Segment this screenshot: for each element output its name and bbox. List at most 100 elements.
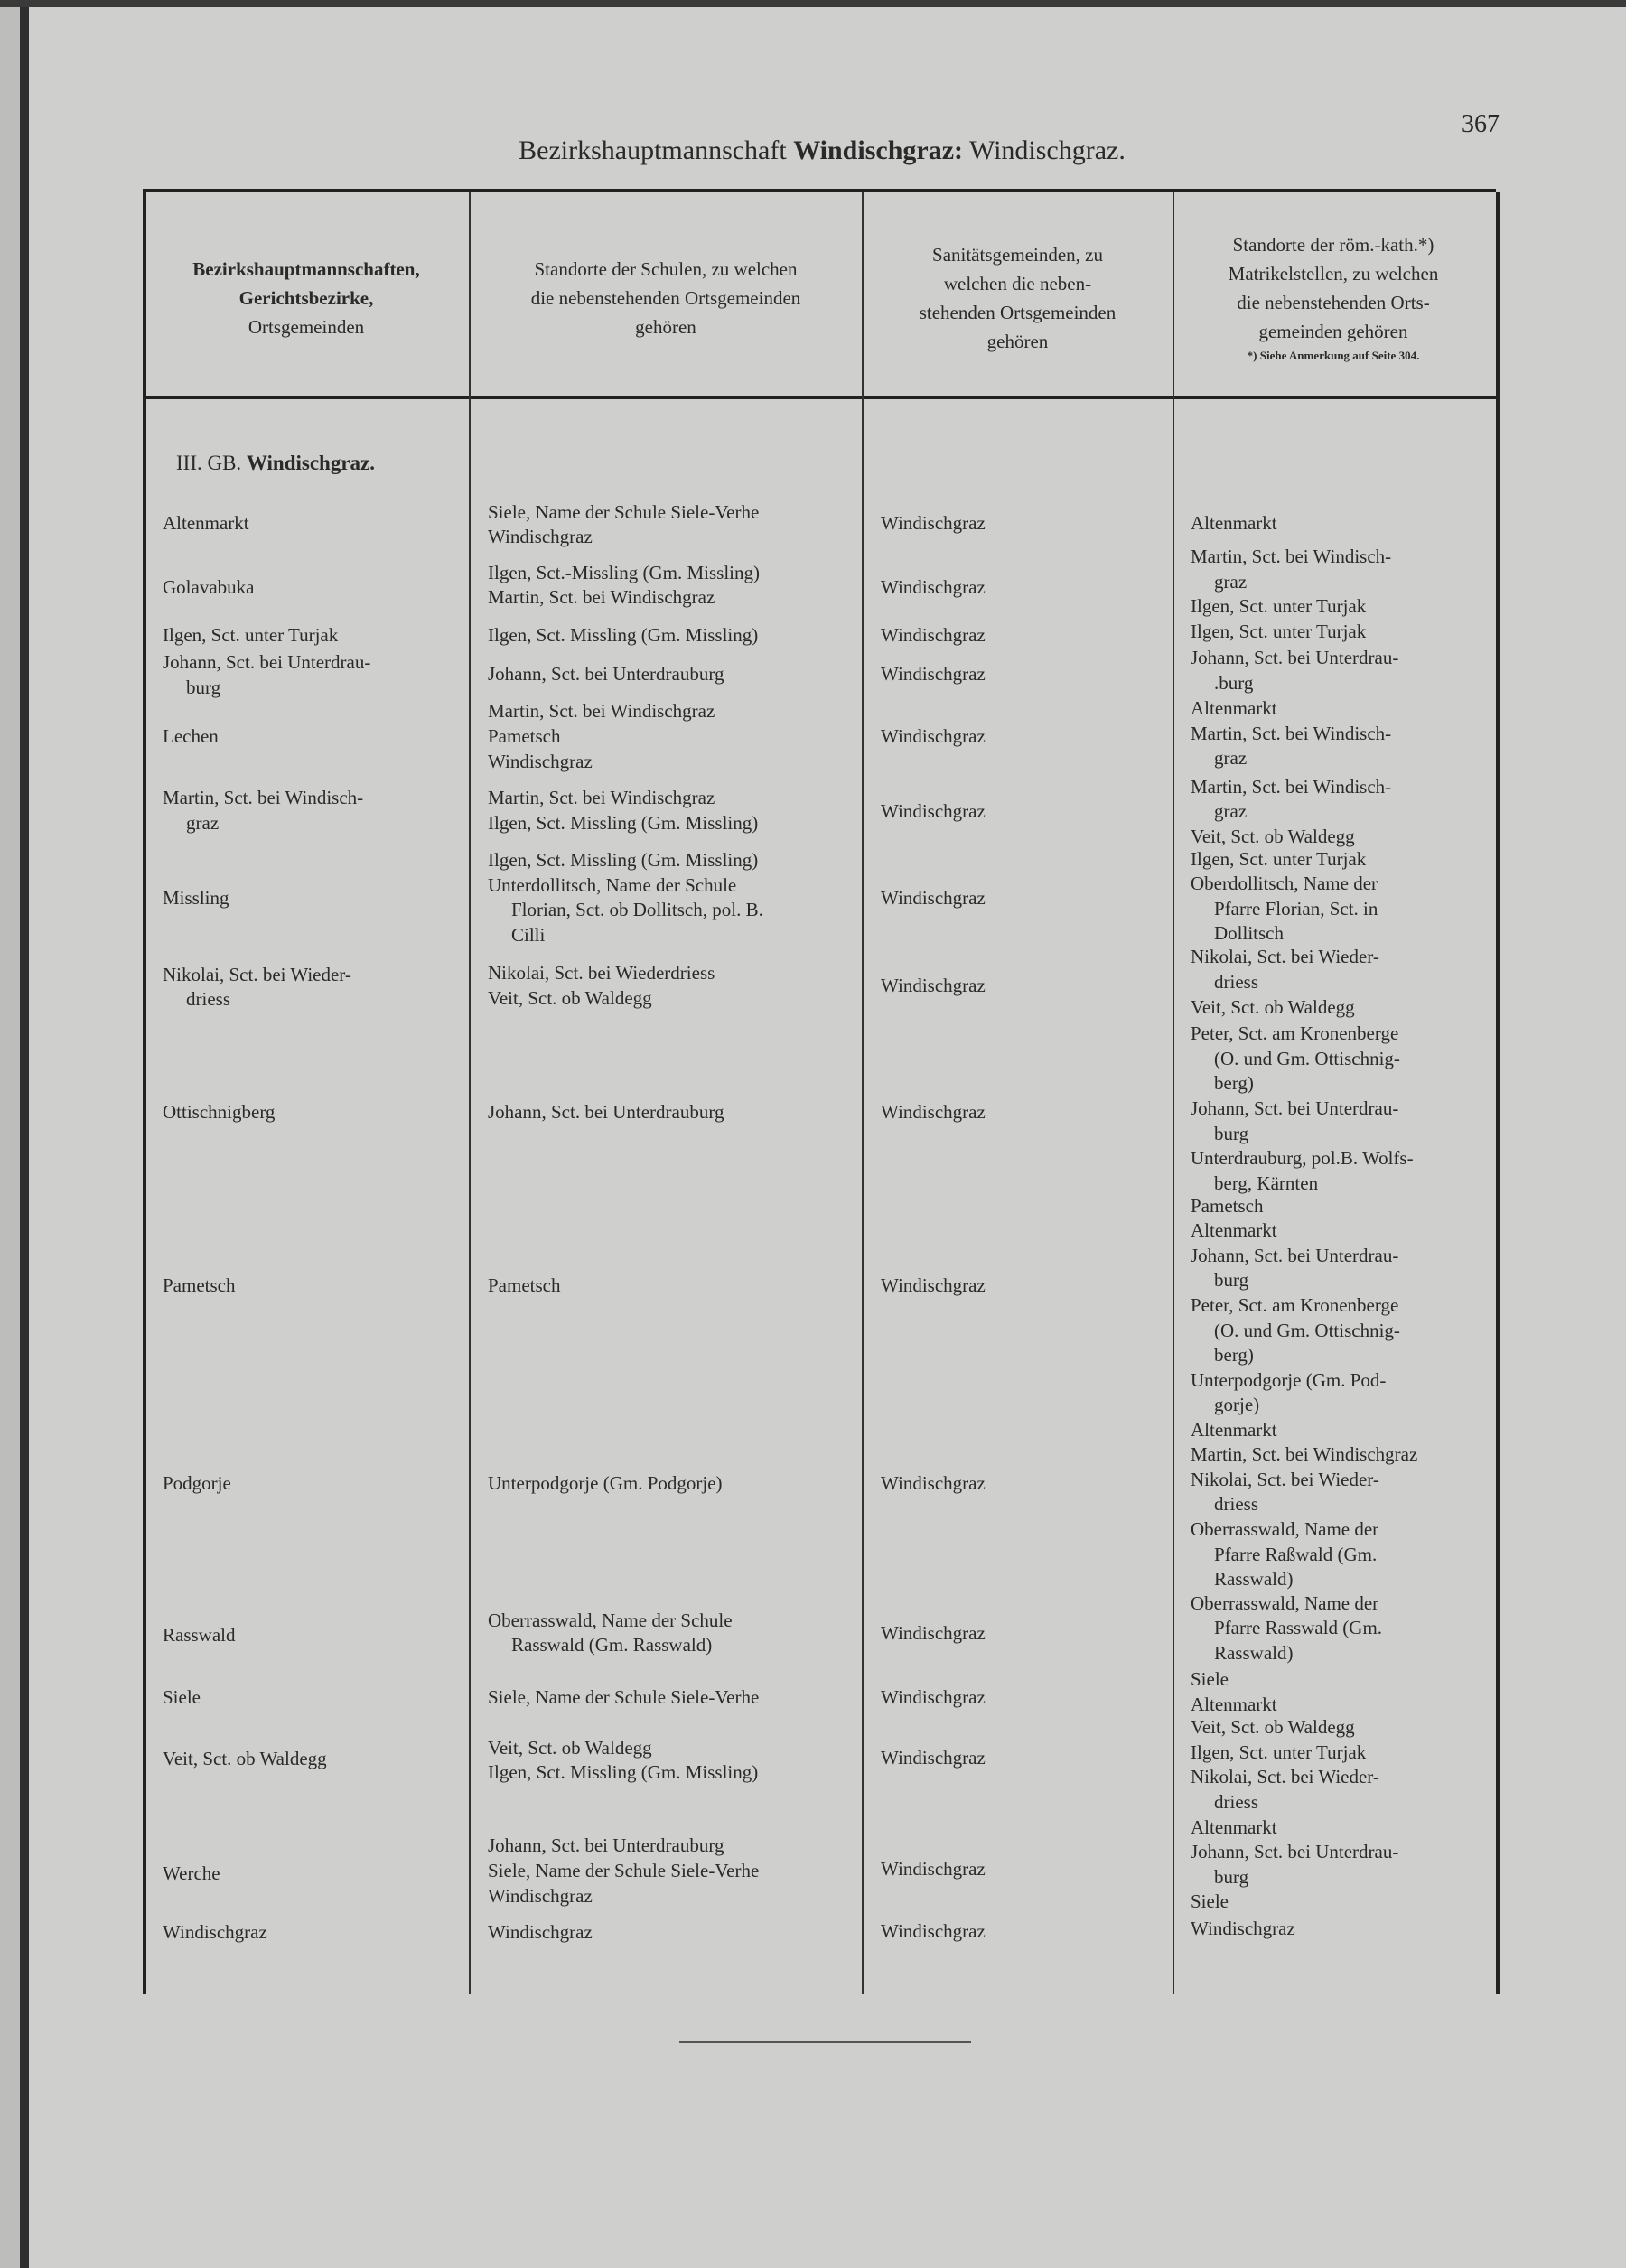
header-line: Standorte der Schulen, zu welchen [534,258,798,280]
header-line: stehenden Ortsgemeinden [919,302,1117,323]
header-line: Matrikelstellen, zu welchen [1228,263,1439,285]
cell-line: Oberrasswald, Name der Schule [488,1609,733,1631]
cell-line: Unterdollitsch, Name der Schule [488,873,737,896]
page-title: Bezirkshauptmannschaft Windischgraz: Win… [0,135,1626,166]
row-parishes: Martin, Sct. bei Windisch-graz Ilgen, Sct… [1191,545,1489,620]
cell-line: Veit, Sct. ob Waldegg [1191,1716,1355,1739]
cell-line: Windischgraz [881,1685,986,1708]
header-line: gemeinden gehören [1258,321,1408,342]
row-name: Werche [163,1862,461,1887]
cell-line: .burg [1214,671,1254,694]
cell-line: (O. und Gm. Ottischnig- [1214,1319,1400,1341]
cell-line: Nikolai, Sct. bei Wieder- [163,963,351,985]
cell-line: Rasswald (Gm. Rasswald) [511,1634,713,1657]
cell-line: Martin, Sct. bei Windischgraz [1191,1443,1418,1466]
header-line: Ortsgemeinden [248,316,365,338]
row-schools: Johann, Sct. bei Unterdrauburg Siele, Nam… [488,1834,858,1909]
cell-line: Martin, Sct. bei Windisch- [1191,546,1392,568]
cell-line: Oberrasswald, Name der [1191,1517,1379,1540]
cell-line: Martin, Sct. bei Windisch- [1191,722,1392,744]
cell-line: Nikolai, Sct. bei Wiederdriess [488,962,715,984]
cell-line: Nikolai, Sct. bei Wieder- [1191,946,1379,968]
cell-line: Ilgen, Sct. unter Turjak [1191,621,1367,643]
cell-line: driess [1214,1790,1258,1813]
row-name: Johann, Sct. bei Unterdrau-burg [163,650,461,700]
cell-line: Windischgraz [881,662,986,685]
cell-line: Windischgraz [881,1919,986,1942]
cell-line: Lechen [163,724,219,747]
row-schools: Veit, Sct. ob Waldegg Ilgen, Sct. Misslin… [488,1736,858,1786]
cell-line: Veit, Sct. ob Waldegg [1191,995,1355,1018]
cell-line: Pfarre Florian, Sct. in [1214,897,1378,919]
cell-line: Altenmarkt [1191,697,1277,720]
cell-line: Veit, Sct. ob Waldegg [163,1748,327,1770]
row-sanitary: Windischgraz [881,623,1161,649]
cell-line: Windischgraz [881,512,986,535]
column-divider [1173,192,1174,1994]
header-line: gehören [635,316,696,338]
row-parishes: Veit, Sct. ob Waldegg Ilgen, Sct. unter T… [1191,1715,1489,1815]
cell-line: Pametsch [488,724,561,747]
cell-line: Johann, Sct. bei Unterdrau- [1191,1097,1399,1119]
cell-line: Ilgen, Sct. unter Turjak [1191,847,1367,870]
header-col-municipalities: Bezirkshauptmannschaften, Gerichtsbezirk… [145,201,468,396]
cell-line: Windischgraz [881,886,986,909]
cell-line: Windischgraz [881,1274,986,1296]
cell-line: Altenmarkt [163,512,249,535]
scan-margin [0,0,20,2268]
row-schools: Johann, Sct. bei Unterdrauburg [488,662,858,687]
header-line: welchen die neben- [943,273,1092,294]
cell-line: Siele [163,1685,201,1708]
header-line: die nebenstehenden Ortsgemeinden [530,287,801,309]
title-suffix: Windischgraz. [968,135,1126,165]
cell-line: Oberrasswald, Name der [1191,1591,1379,1614]
row-sanitary: Windischgraz [881,974,1161,999]
cell-line: Unterpodgorje (Gm. Podgorje) [488,1471,723,1494]
row-name: Lechen [163,724,461,750]
cell-line: Martin, Sct. bei Windischgraz [488,700,715,723]
cell-line: berg) [1214,1344,1254,1367]
row-sanitary: Windischgraz [881,724,1161,750]
row-schools: Johann, Sct. bei Unterdrauburg [488,1100,858,1125]
row-parishes: Altenmarkt Martin, Sct. bei Windisch-graz [1191,696,1489,771]
cell-line: Windischgraz [881,575,986,598]
header-col-parishes: Standorte der röm.-kath.*) Matrikelstell… [1174,201,1492,396]
row-schools: Pametsch [488,1274,858,1299]
row-name: Windischgraz [163,1920,461,1946]
cell-line: Pametsch [1191,1194,1264,1217]
column-divider [862,192,864,1994]
cell-line: Florian, Sct. ob Dollitsch, pol. B. [511,899,763,921]
cell-line: Windischgraz [881,975,986,997]
cell-line: Nikolai, Sct. bei Wieder- [1191,1766,1379,1788]
cell-line: burg [1214,1269,1249,1292]
row-parishes: Johann, Sct. bei Unterdrau- .burg [1191,646,1489,695]
row-sanitary: Windischgraz [881,662,1161,687]
cell-line: berg, Kärnten [1214,1171,1319,1194]
cell-line: Martin, Sct. bei Windischgraz [488,586,715,609]
cell-line: Altenmarkt [1191,1418,1277,1441]
row-sanitary: Windischgraz [881,511,1161,537]
cell-line: Ilgen, Sct. Missling (Gm. Missling) [488,811,759,834]
cell-line: Ilgen, Sct. Missling (Gm. Missling) [488,849,759,872]
row-schools: Martin, Sct. bei Windischgraz Ilgen, Sct.… [488,786,858,835]
cell-line: Rasswald) [1214,1568,1294,1591]
row-sanitary: Windischgraz [881,1685,1161,1711]
cell-line: Siele [1191,1668,1229,1691]
row-parishes: Altenmarkt Johann, Sct. bei Unterdrau-bur… [1191,1815,1489,1915]
cell-line: Windischgraz [881,623,986,646]
cell-line: Johann, Sct. bei Unterdrau- [1191,1244,1399,1266]
row-sanitary: Windischgraz [881,575,1161,601]
cell-line: Johann, Sct. bei Unterdrauburg [488,1834,724,1857]
header-line: Bezirkshauptmannschaften, [192,258,420,280]
cell-line: Siele, Name der Schule Siele-Verhe [488,1685,760,1708]
cell-line: Rasswald [163,1623,236,1646]
cell-line: (O. und Gm. Ottischnig- [1214,1047,1400,1069]
cell-line: Johann, Sct. bei Unterdrau- [1191,647,1399,669]
cell-line: Ilgen, Sct.-Missling (Gm. Missling) [488,561,761,583]
header-col-sanitary: Sanitätsgemeinden, zu welchen die neben-… [864,201,1172,396]
cell-line: Podgorje [163,1471,231,1494]
cell-line: Johann, Sct. bei Unterdrau- [1191,1841,1399,1863]
cell-line: Unterpodgorje (Gm. Pod- [1191,1368,1387,1391]
cell-line: Windischgraz [488,1921,593,1944]
row-parishes: Ilgen, Sct. unter Turjak Oberdollitsch, N… [1191,847,1489,947]
